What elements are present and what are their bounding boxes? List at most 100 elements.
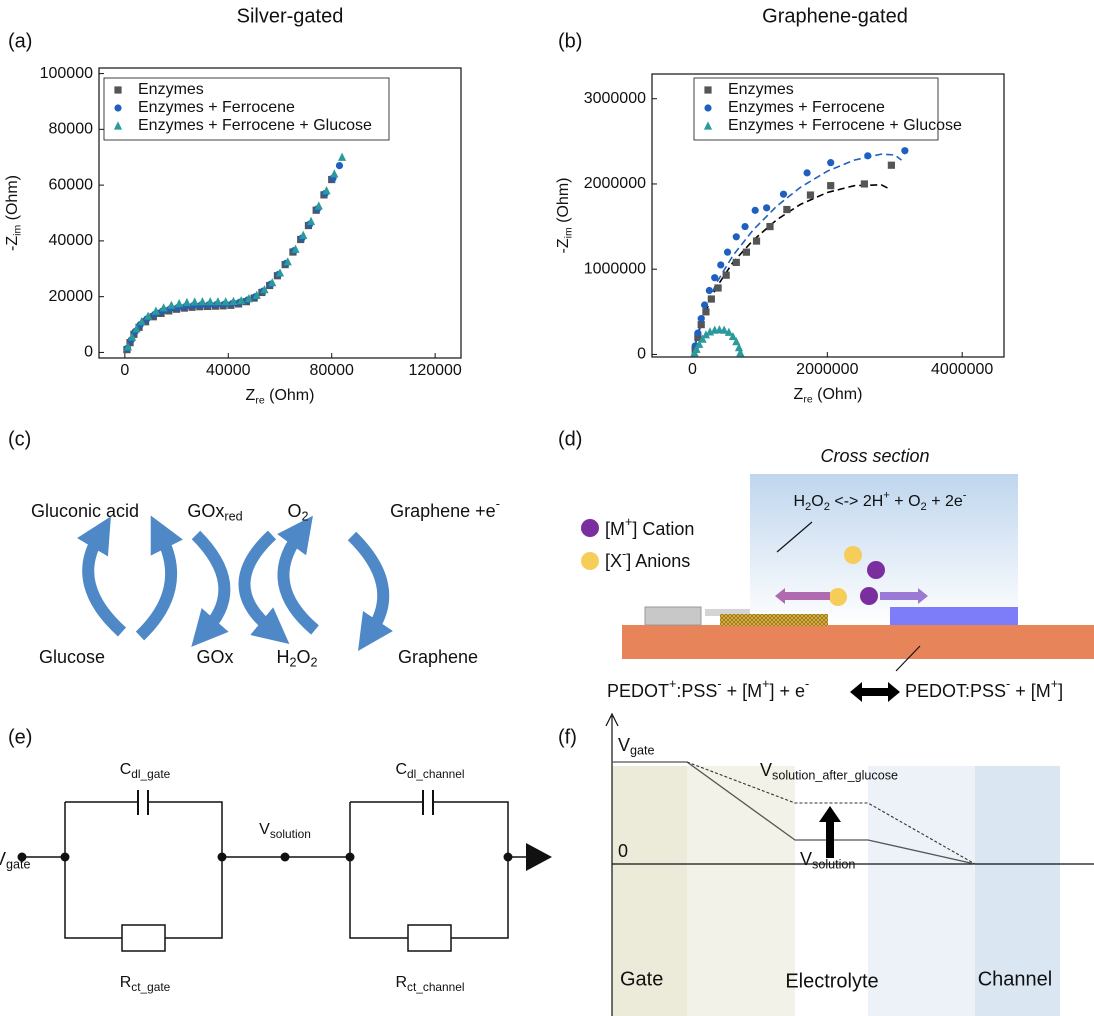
data-point — [701, 330, 711, 339]
species-label: GOx — [196, 647, 233, 667]
data-point — [692, 344, 701, 353]
text-part: ] Anions — [626, 551, 690, 571]
data-point — [901, 147, 909, 155]
data-point — [330, 169, 339, 178]
text-part: H — [276, 647, 289, 667]
y-tick-label: 100000 — [40, 65, 93, 82]
shift-arrow — [819, 806, 841, 858]
species-label: Glucose — [39, 647, 105, 667]
text-part: + [M — [722, 681, 763, 701]
data-point — [213, 297, 223, 306]
data-point — [335, 161, 344, 170]
data-point — [766, 222, 774, 231]
text-part: gate — [6, 858, 31, 872]
text-part: H — [793, 493, 805, 510]
data-point — [167, 300, 176, 309]
data-point — [291, 244, 300, 253]
text-part: O — [811, 493, 823, 510]
node-label: Vsolution — [259, 821, 311, 841]
panel-label: (c) — [8, 428, 31, 450]
x-tick-label: 40000 — [206, 362, 251, 379]
data-point — [337, 152, 347, 161]
text-part: 2 — [805, 501, 811, 513]
text-part: + — [762, 677, 769, 691]
data-point — [190, 297, 199, 306]
x-axis-label: Zre (Ohm) — [794, 386, 863, 405]
zero-label: 0 — [618, 841, 628, 861]
data-point — [175, 299, 184, 308]
data-point — [182, 297, 192, 307]
data-point — [695, 339, 704, 348]
data-point — [697, 321, 705, 329]
y-tick-label: 80000 — [49, 121, 94, 138]
y-axis-label: -Zim (Ohm) — [4, 175, 23, 251]
data-point — [283, 257, 292, 266]
data-point — [206, 297, 215, 306]
text-part: ] Cation — [632, 519, 694, 539]
legend-label: [M+] Cation — [605, 515, 694, 539]
text-part: re — [803, 393, 812, 405]
text-part: im — [11, 225, 23, 236]
text-part: <-> 2H — [830, 493, 883, 510]
data-point — [806, 191, 815, 199]
y-tick-label: 40000 — [49, 232, 94, 249]
data-point — [827, 159, 835, 167]
channel-region — [975, 766, 1060, 1016]
gate-electrode — [644, 606, 702, 626]
data-point — [221, 297, 230, 306]
data-point — [127, 332, 137, 341]
data-point — [717, 261, 725, 269]
electrolyte — [750, 474, 1018, 626]
component-label: Cdl_channel — [395, 761, 464, 781]
data-point — [763, 204, 771, 212]
ion-arrow — [775, 588, 830, 604]
electrolyte-region — [868, 766, 975, 1016]
species-label: O2 — [287, 501, 308, 524]
text-part: solution — [270, 827, 311, 841]
data-point — [237, 295, 246, 305]
data-point — [779, 190, 788, 198]
text-part: PEDOT — [607, 681, 669, 701]
legend-label: Enzymes + Ferrocene — [138, 99, 295, 116]
text-part: -Z — [4, 236, 21, 251]
species-label: Graphene +e- — [390, 497, 500, 521]
data-point — [711, 274, 719, 282]
text-part: -Z — [555, 238, 572, 253]
data-point — [198, 297, 207, 306]
data-point — [742, 248, 751, 256]
section-title: Cross section — [820, 446, 929, 466]
x-tick-label: 2000000 — [796, 361, 858, 378]
data-point — [732, 258, 740, 266]
x-axis-label: Zre (Ohm) — [246, 387, 315, 406]
plot-frame — [651, 73, 1005, 358]
region-label: Gate — [620, 968, 663, 990]
text-part: 2 — [311, 656, 318, 670]
text-part: + 2e — [927, 493, 963, 510]
text-part: Z — [246, 387, 256, 404]
data-point — [229, 296, 238, 305]
y-tick-label: 3000000 — [584, 90, 646, 107]
text-part: 2 — [289, 656, 296, 670]
cation-icon — [581, 519, 599, 537]
chart: (b) Graphene-gated 0 2000000 4000000 0 1000000… — [555, 5, 1005, 405]
pointer — [776, 521, 813, 553]
text-part: C — [395, 761, 407, 778]
data-point — [123, 342, 133, 351]
potential-profile-glucose — [686, 761, 976, 865]
data-point — [860, 180, 869, 188]
legend-label: Enzymes + Ferrocene + Glucose — [728, 117, 962, 134]
data-point — [132, 324, 141, 333]
data-point — [314, 201, 323, 210]
x-tick-label: 4000000 — [931, 361, 993, 378]
legend-label: Enzymes + Ferrocene + Glucose — [138, 117, 372, 134]
component-label: Rct_channel — [395, 974, 464, 994]
text-part: red — [224, 510, 242, 524]
data-point — [268, 278, 277, 287]
text-part: Z — [794, 386, 804, 403]
data-point — [697, 315, 705, 323]
panel-f: (f) Vgate Vsolution_after_glucose Vsolut… — [558, 712, 1094, 1016]
data-point — [299, 230, 308, 239]
data-point — [751, 206, 759, 214]
data-point — [260, 285, 269, 294]
